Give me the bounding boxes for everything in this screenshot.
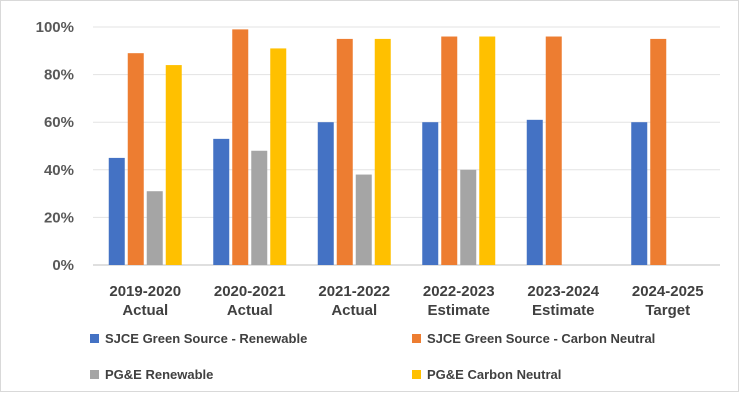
- bar: [441, 36, 458, 265]
- x-tick-label: Actual: [331, 302, 377, 319]
- x-tick-label: Actual: [122, 302, 168, 319]
- y-tick-label: 60%: [44, 114, 74, 131]
- bar: [650, 38, 667, 266]
- legend-swatch: [412, 334, 421, 343]
- legend-label: PG&E Renewable: [105, 367, 214, 382]
- y-tick-label: 100%: [36, 19, 74, 36]
- bar: [479, 36, 496, 265]
- legend-item: PG&E Renewable: [90, 367, 213, 382]
- x-tick-label: Estimate: [427, 302, 490, 319]
- bar: [526, 119, 543, 265]
- bar: [108, 157, 125, 265]
- legend-label: PG&E Carbon Neutral: [427, 367, 562, 382]
- x-tick-label: 2019-2020: [109, 283, 181, 300]
- bar: [232, 29, 249, 265]
- legend-label: SJCE Green Source - Carbon Neutral: [427, 331, 656, 346]
- bar: [317, 122, 334, 265]
- legend-item: PG&E Carbon Neutral: [412, 367, 561, 382]
- bar: [127, 53, 144, 266]
- bar: [631, 122, 648, 265]
- bar: [270, 48, 287, 265]
- bar: [251, 150, 268, 265]
- legend-swatch: [90, 334, 99, 343]
- y-tick-label: 40%: [44, 162, 74, 179]
- bar: [374, 38, 391, 266]
- x-tick-label: Actual: [227, 302, 273, 319]
- bar: [213, 138, 230, 265]
- bar: [422, 122, 439, 265]
- legend-label: SJCE Green Source - Renewable: [105, 331, 308, 346]
- legend-swatch: [412, 370, 421, 379]
- x-tick-label: Estimate: [532, 302, 595, 319]
- y-tick-label: 80%: [44, 67, 74, 84]
- bar: [460, 169, 477, 265]
- bar: [165, 65, 182, 265]
- legend-item: SJCE Green Source - Renewable: [90, 331, 307, 346]
- x-tick-label: 2022-2023: [423, 283, 495, 300]
- bar: [146, 191, 163, 265]
- legend-swatch: [90, 370, 99, 379]
- bar: [545, 36, 562, 265]
- bar: [355, 174, 372, 265]
- x-tick-label: 2023-2024: [527, 283, 599, 300]
- x-tick-label: 2021-2022: [318, 283, 390, 300]
- legend-item: SJCE Green Source - Carbon Neutral: [412, 331, 655, 346]
- x-tick-label: Target: [645, 302, 690, 319]
- y-tick-label: 0%: [52, 257, 74, 274]
- x-tick-label: 2024-2025: [632, 283, 704, 300]
- y-tick-label: 20%: [44, 209, 74, 226]
- x-tick-label: 2020-2021: [214, 283, 286, 300]
- bar: [336, 38, 353, 266]
